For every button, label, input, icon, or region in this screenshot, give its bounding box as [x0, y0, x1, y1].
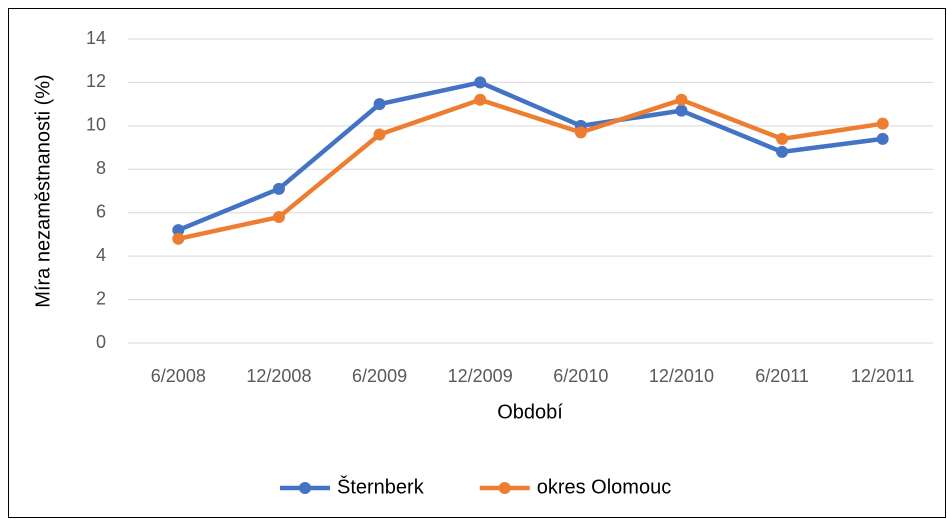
- y-axis-title: Míra nezaměstnanosti (%): [32, 74, 54, 307]
- data-point: [876, 132, 889, 145]
- data-point: [373, 128, 386, 141]
- x-axis-title: Období: [497, 401, 563, 423]
- y-tick-label: 12: [86, 71, 106, 91]
- y-tick-label: 2: [96, 288, 106, 308]
- x-tick-label: 12/2010: [649, 366, 714, 386]
- data-point: [474, 93, 487, 106]
- data-point: [272, 182, 285, 195]
- x-tick-label: 6/2011: [755, 366, 809, 386]
- y-tick-label: 8: [96, 158, 106, 178]
- y-tick-label: 0: [96, 332, 106, 352]
- data-point: [776, 132, 789, 145]
- x-tick-label: 6/2009: [352, 366, 407, 386]
- data-point: [373, 98, 386, 111]
- x-tick-label: 12/2011: [851, 366, 915, 386]
- legend-label: okres Olomouc: [537, 476, 672, 498]
- y-tick-label: 10: [86, 115, 106, 135]
- data-point: [574, 126, 587, 139]
- data-point: [675, 93, 688, 106]
- x-tick-label: 12/2008: [246, 366, 311, 386]
- data-point: [172, 224, 185, 237]
- data-point: [675, 104, 688, 117]
- series-line: [177, 97, 884, 241]
- data-point: [172, 232, 185, 245]
- data-point: [272, 211, 285, 224]
- x-tick-label: 12/2009: [448, 366, 513, 386]
- legend-marker: [498, 482, 511, 494]
- y-tick-label: 4: [96, 245, 106, 265]
- x-tick-label: 6/2008: [151, 366, 206, 386]
- legend-marker: [299, 482, 311, 494]
- y-tick-label: 14: [86, 28, 106, 48]
- x-tick-label: 6/2010: [553, 366, 608, 386]
- data-point: [876, 117, 889, 130]
- series-line: [177, 80, 883, 233]
- y-tick-label: 6: [96, 201, 106, 221]
- chart-border: [8, 8, 946, 518]
- data-point: [776, 145, 789, 158]
- data-point: [474, 76, 487, 89]
- legend-label: Šternberk: [337, 475, 425, 498]
